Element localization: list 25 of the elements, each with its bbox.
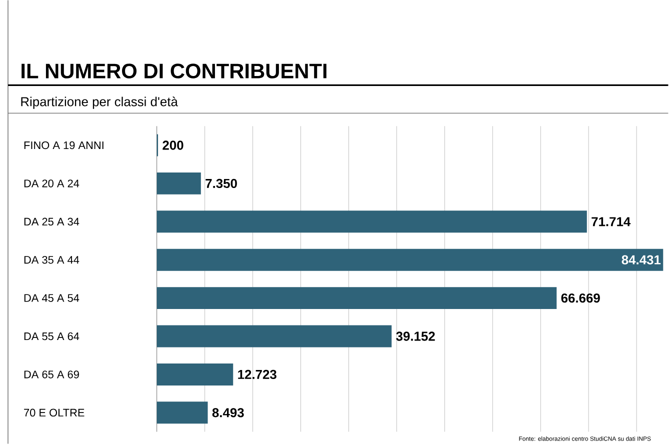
bar <box>156 287 557 310</box>
bar <box>156 402 208 424</box>
bar <box>156 248 664 271</box>
y-tick-label: FINO A 19 ANNI <box>24 142 104 150</box>
y-tick-label: DA 65 A 69 <box>24 370 79 378</box>
y-tick-label: DA 25 A 34 <box>24 218 80 226</box>
data-label: 12.723 <box>238 370 276 380</box>
y-tick-label: 70 E OLTRE <box>24 408 84 417</box>
y-tick-label: DA 55 A 64 <box>24 332 80 340</box>
data-label: 39.152 <box>396 332 435 341</box>
bar <box>156 172 201 195</box>
bar <box>156 364 234 386</box>
data-label: 8.493 <box>212 408 244 418</box>
data-label: 66.669 <box>561 294 600 303</box>
bar <box>156 325 392 348</box>
y-tick-label: DA 35 A 44 <box>24 256 80 264</box>
chart-title: IL NUMERO DI CONTRIBUENTI <box>22 64 326 79</box>
data-label: 84.431 <box>622 255 661 265</box>
y-tick-label: DA 45 A 54 <box>24 294 80 302</box>
y-tick-label: DA 20 A 24 <box>24 180 80 188</box>
data-label: 7.350 <box>206 178 237 188</box>
bar <box>156 210 587 233</box>
data-label: 71.714 <box>592 217 631 226</box>
chart-subtitle: Ripartizione per classi d'età <box>21 96 178 109</box>
data-label: 200 <box>162 140 184 150</box>
